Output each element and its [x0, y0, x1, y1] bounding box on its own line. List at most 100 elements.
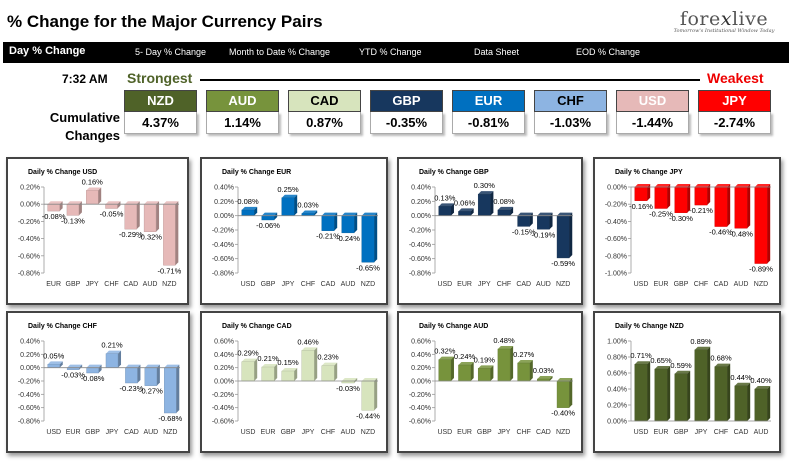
bar-face — [497, 209, 511, 216]
bar-top — [438, 203, 454, 207]
nav-5day-change[interactable]: 5- Day % Change — [135, 47, 207, 57]
currency-box-chf: CHF -1.03% — [534, 90, 607, 134]
bar-side — [549, 212, 553, 230]
bar-side — [334, 362, 338, 381]
bar-side — [767, 386, 771, 421]
nav-ytd-change[interactable]: YTD % Change — [359, 47, 422, 57]
nav-data-sheet[interactable]: Data Sheet — [474, 47, 520, 57]
bar-side — [334, 212, 338, 231]
bar-chf — [301, 210, 318, 216]
bar-side — [274, 364, 278, 381]
y-tick-label: 0.00% — [607, 185, 627, 192]
bar-face — [105, 353, 119, 368]
data-label: -0.05% — [100, 210, 124, 219]
x-tick-label: CAD — [734, 429, 749, 436]
nav-month-to-date[interactable]: Month to Date % Change — [229, 47, 331, 57]
bar-face — [477, 368, 491, 382]
bar-face — [124, 204, 137, 230]
bar-nzd — [361, 378, 378, 411]
data-label: 0.44% — [730, 373, 752, 382]
y-tick-label: -0.40% — [212, 405, 234, 412]
y-tick-label: 0.40% — [214, 352, 234, 359]
y-tick-label: 0.20% — [411, 365, 431, 372]
y-tick-label: -0.40% — [212, 242, 234, 249]
data-label: 0.46% — [297, 337, 319, 346]
currency-box-gbp: GBP -0.35% — [370, 90, 443, 134]
data-label: -0.03% — [336, 384, 360, 393]
x-tick-label: EUR — [46, 281, 61, 288]
y-tick-label: 0.40% — [411, 185, 431, 192]
weakest-label: Weakest — [707, 70, 764, 86]
bar-face — [361, 380, 375, 411]
bar-side — [354, 378, 358, 383]
bar-top — [557, 378, 573, 381]
bar-top — [497, 206, 514, 210]
bar-top — [164, 364, 180, 368]
y-tick-label: 0.20% — [214, 365, 234, 372]
y-tick-label: 0.00% — [411, 213, 431, 220]
bar-side — [647, 184, 651, 201]
bar-side — [254, 206, 258, 216]
x-tick-label: JPY — [695, 429, 708, 436]
bar-face — [281, 370, 295, 382]
y-tick-label: 0.20% — [214, 199, 234, 206]
bar-face — [634, 364, 648, 422]
bar-side — [450, 356, 454, 381]
bar-side — [354, 212, 358, 233]
bar-usd — [438, 203, 454, 216]
bar-side — [667, 366, 671, 421]
data-label: 0.29% — [237, 349, 259, 358]
chart-cad: Daily % Change CAD 0.60% 0.40% 0.20% 0.00% -0… — [212, 323, 380, 436]
bar-top — [125, 364, 141, 368]
data-label: 0.23% — [317, 353, 339, 362]
data-label: -0.48% — [729, 229, 753, 238]
bar-side — [510, 206, 514, 216]
x-tick-label: GBP — [281, 429, 296, 436]
bar-side — [176, 364, 180, 413]
y-tick-label: -0.40% — [605, 219, 627, 226]
bar-side — [549, 376, 553, 381]
chart-panel-nzd: Daily % Change NZD 1.00% 0.80% 0.60% 0.40% 0.… — [593, 311, 781, 453]
bar-face — [66, 204, 80, 216]
x-tick-label: JPY — [478, 281, 491, 288]
bar-top — [105, 350, 122, 354]
bar-top — [634, 361, 651, 365]
bar-chf — [105, 201, 121, 209]
bar-side — [727, 363, 731, 421]
bar-top — [734, 184, 751, 187]
bar-top — [497, 346, 514, 349]
data-label: -0.21% — [316, 232, 340, 241]
x-tick-label: CHF — [517, 429, 531, 436]
currency-code: GBP — [370, 90, 443, 112]
bar-top — [537, 376, 553, 379]
bar-gbp — [281, 368, 298, 382]
bar-top — [105, 201, 121, 205]
bar-face — [694, 349, 708, 422]
bar-side — [667, 184, 671, 209]
currency-code: EUR — [452, 90, 525, 112]
bar-eur — [66, 364, 83, 370]
y-tick-label: 1.00% — [607, 339, 627, 346]
y-tick-label: 0.00% — [214, 379, 234, 386]
bar-eur — [458, 208, 474, 216]
bar-eur — [458, 362, 474, 382]
bar-face — [164, 367, 177, 414]
bar-face — [125, 367, 138, 384]
bar-aud — [341, 378, 358, 384]
chart-panel-jpy: Daily % Change JPY 0.00% -0.20% -0.40% -0.60… — [593, 157, 781, 305]
y-tick-label: -0.20% — [605, 202, 627, 209]
chart-title: Daily % Change GBP — [419, 169, 489, 176]
data-label: 0.68% — [710, 354, 732, 363]
nav-day-change[interactable]: Day % Change — [9, 45, 86, 57]
bar-gbp — [477, 365, 494, 382]
forexlive-logo[interactable]: forexlive Tomorrow's Institutional Windo… — [663, 6, 785, 42]
bar-top — [281, 194, 298, 198]
bar-face — [517, 362, 531, 382]
bar-eur — [261, 364, 278, 382]
nav-eod-change[interactable]: EOD % Change — [576, 47, 641, 57]
currency-cumulative-value: 0.87% — [288, 112, 361, 134]
currency-box-nzd: NZD 4.37% — [124, 90, 197, 134]
data-label: -0.68% — [158, 414, 182, 423]
data-label: -0.16% — [629, 202, 653, 211]
bar-aud — [144, 364, 160, 386]
